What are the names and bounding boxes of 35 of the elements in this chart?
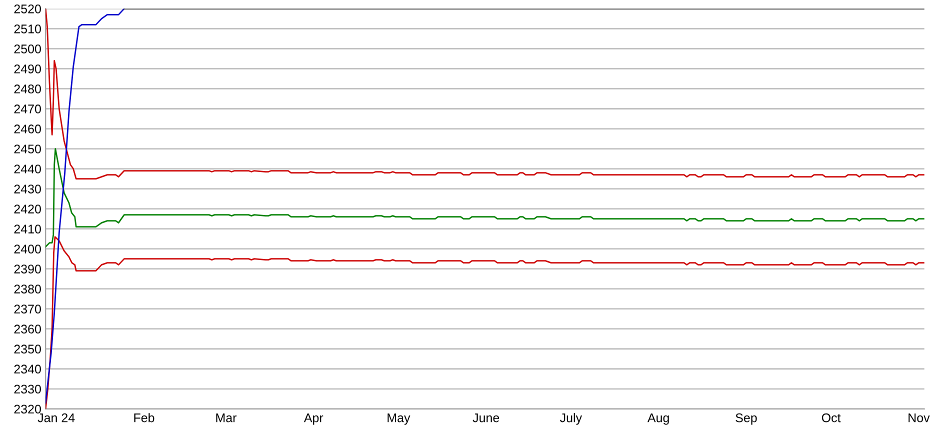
y-tick-label: 2480 xyxy=(14,84,41,94)
y-tick-label: 2360 xyxy=(14,324,41,334)
y-tick-label: 2320 xyxy=(14,404,41,414)
y-tick-label: 2510 xyxy=(14,24,41,34)
x-tick-label: Apr xyxy=(304,414,324,425)
line-series xyxy=(46,148,924,248)
y-tick-label: 2450 xyxy=(14,144,41,154)
y-tick-label: 2460 xyxy=(14,124,41,134)
x-tick-label: Jan 24 xyxy=(38,413,75,422)
line-series xyxy=(46,8,924,180)
x-tick-label: Nov xyxy=(908,414,930,422)
y-tick-label: 2350 xyxy=(14,344,41,354)
y-tick-label: 2420 xyxy=(14,204,41,214)
x-tick-label: May xyxy=(388,414,410,425)
line-series xyxy=(46,8,125,404)
y-tick-label: 2370 xyxy=(14,304,41,314)
y-tick-label: 2380 xyxy=(14,284,41,294)
x-tick-label: June xyxy=(472,414,500,422)
x-tick-label: July xyxy=(560,413,582,425)
y-tick-label: 2410 xyxy=(14,224,41,234)
y-tick-label: 2470 xyxy=(14,104,41,114)
x-tick-label: Mar xyxy=(216,414,237,422)
y-tick-label: 2520 xyxy=(14,4,41,14)
x-tick-label: Oct xyxy=(822,413,841,422)
y-tick-label: 2330 xyxy=(14,384,41,394)
x-tick-label: Feb xyxy=(134,413,154,422)
y-tick-label: 2430 xyxy=(14,184,41,194)
y-tick-label: 2490 xyxy=(14,64,41,74)
y-tick-label: 2500 xyxy=(14,44,41,54)
y-tick-label: 2400 xyxy=(14,244,41,254)
x-tick-label: Aug xyxy=(647,414,669,425)
y-tick-label: 2340 xyxy=(14,364,41,374)
y-tick-label: 2390 xyxy=(14,264,41,274)
y-tick-label: 2440 xyxy=(14,164,41,174)
x-tick-label: Sep xyxy=(736,413,757,425)
